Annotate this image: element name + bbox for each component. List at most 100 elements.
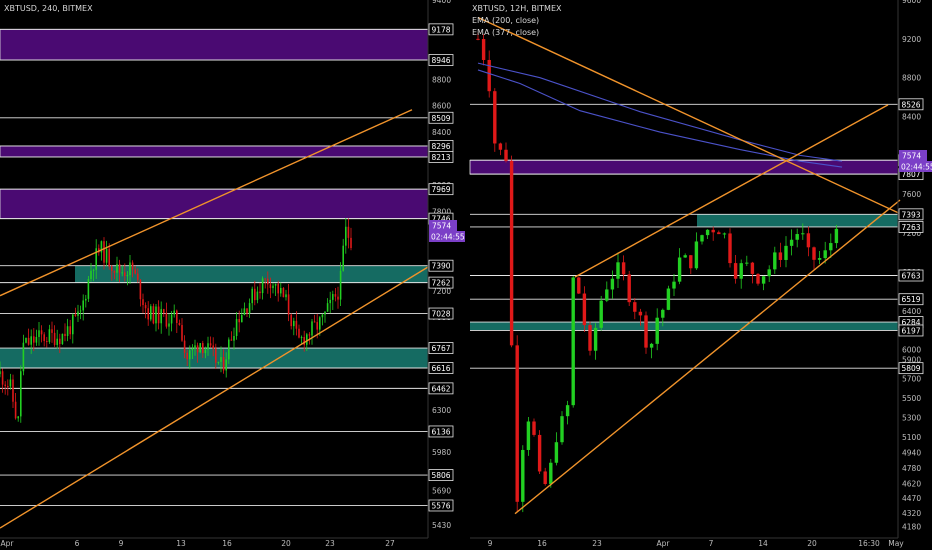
candle-body xyxy=(261,278,264,294)
x-tick-label: May xyxy=(888,539,904,548)
candle-body xyxy=(332,294,334,300)
candle-body xyxy=(20,371,22,417)
legend-ema-377: EMA (377, close) xyxy=(472,28,540,37)
candle-body xyxy=(124,272,126,276)
y-tick-label: 5500 xyxy=(902,394,921,403)
candle-body xyxy=(256,291,259,301)
level-label-box xyxy=(428,151,454,163)
candle-body xyxy=(577,277,581,294)
level-label-box xyxy=(428,469,454,481)
level-label: 7969 xyxy=(431,185,450,194)
candle-body xyxy=(64,333,66,337)
candle-body xyxy=(186,352,188,360)
level-label-box xyxy=(898,98,924,111)
x-tick-label: 23 xyxy=(325,539,335,548)
candle-body xyxy=(633,302,637,312)
candle-body xyxy=(129,262,131,276)
level-label: 6284 xyxy=(901,318,920,327)
candle-body xyxy=(280,287,282,294)
y-tick-label: 5900 xyxy=(902,355,921,364)
candle-body xyxy=(290,314,292,327)
candle-body xyxy=(644,315,648,348)
x-tick-label: 14 xyxy=(758,539,768,548)
candle-body xyxy=(627,274,631,303)
candle-body xyxy=(295,320,298,329)
y-tick-label: 5100 xyxy=(902,433,921,442)
candle-body xyxy=(74,314,77,316)
candle-body xyxy=(212,345,214,349)
y-tick-label: 5700 xyxy=(902,375,921,384)
candle-body xyxy=(605,289,609,301)
right-chart-panel[interactable]: 9600920088008400800076007200680064006000… xyxy=(466,0,932,550)
level-label-box xyxy=(428,362,454,374)
level-label: 9178 xyxy=(431,25,450,34)
candle-body xyxy=(69,326,71,335)
level-label: 6519 xyxy=(901,295,920,304)
candle-body xyxy=(108,248,110,267)
candle-body xyxy=(345,226,347,246)
candle-body xyxy=(655,317,659,344)
candle-body xyxy=(196,345,199,353)
level-label-box xyxy=(428,342,454,354)
x-tick-label: 6 xyxy=(75,539,80,548)
candle-body xyxy=(178,322,181,326)
supply-zone xyxy=(0,145,429,158)
candle-body xyxy=(571,277,575,406)
level-label: 8213 xyxy=(431,153,450,162)
level-label: 7263 xyxy=(901,223,920,232)
candle-body xyxy=(7,386,9,388)
candle-body xyxy=(694,241,699,269)
candle-body xyxy=(311,321,313,336)
supply-zone xyxy=(469,159,899,175)
candle-body xyxy=(593,327,598,351)
left-chart-title: XBTUSD, 240, BITMEX xyxy=(4,4,93,13)
level-label-box xyxy=(898,324,924,337)
candle-body xyxy=(105,248,108,263)
candle-body xyxy=(599,300,603,328)
candle-body xyxy=(22,342,25,372)
level-label: 5576 xyxy=(431,501,450,510)
candle-body xyxy=(621,262,626,275)
candle-body xyxy=(313,321,316,323)
demand-zone xyxy=(0,348,428,369)
candle-body xyxy=(43,334,45,341)
candle-body xyxy=(194,345,196,349)
candle-body xyxy=(532,421,536,435)
level-label-box xyxy=(898,362,924,375)
candle-body xyxy=(269,284,272,289)
candle-body xyxy=(661,309,665,318)
candle-body xyxy=(173,310,175,315)
candle-body xyxy=(537,434,542,472)
candle-body xyxy=(565,405,570,417)
candle-body xyxy=(795,234,799,240)
candle-body xyxy=(321,314,324,318)
candle-body xyxy=(155,306,157,324)
x-tick-label: Apr xyxy=(657,539,671,548)
candle-body xyxy=(267,278,269,285)
candle-body xyxy=(560,416,564,443)
candle-body xyxy=(700,235,704,242)
level-label: 7807 xyxy=(901,170,920,179)
candle-body xyxy=(90,270,92,280)
candle-body xyxy=(40,330,43,335)
candle-body xyxy=(282,287,285,298)
candle-body xyxy=(204,349,207,354)
candle-body xyxy=(554,442,559,463)
candle-body xyxy=(14,401,17,419)
candle-body xyxy=(298,328,300,338)
candle-body xyxy=(66,326,69,337)
candle-body xyxy=(677,257,682,282)
candle-body xyxy=(306,334,308,345)
candle-body xyxy=(25,337,27,343)
candle-body xyxy=(582,293,587,326)
candle-body xyxy=(487,59,491,92)
candle-body xyxy=(829,243,833,251)
level-label-box xyxy=(428,276,454,289)
candle-body xyxy=(33,336,35,343)
left-chart-panel[interactable]: 9400920088008600840080007800760072007000… xyxy=(0,0,466,550)
candle-body xyxy=(82,300,84,311)
x-tick-label: 16:30 xyxy=(858,539,880,548)
candle-body xyxy=(750,262,755,274)
trendline xyxy=(514,199,901,515)
candle-body xyxy=(56,338,58,345)
